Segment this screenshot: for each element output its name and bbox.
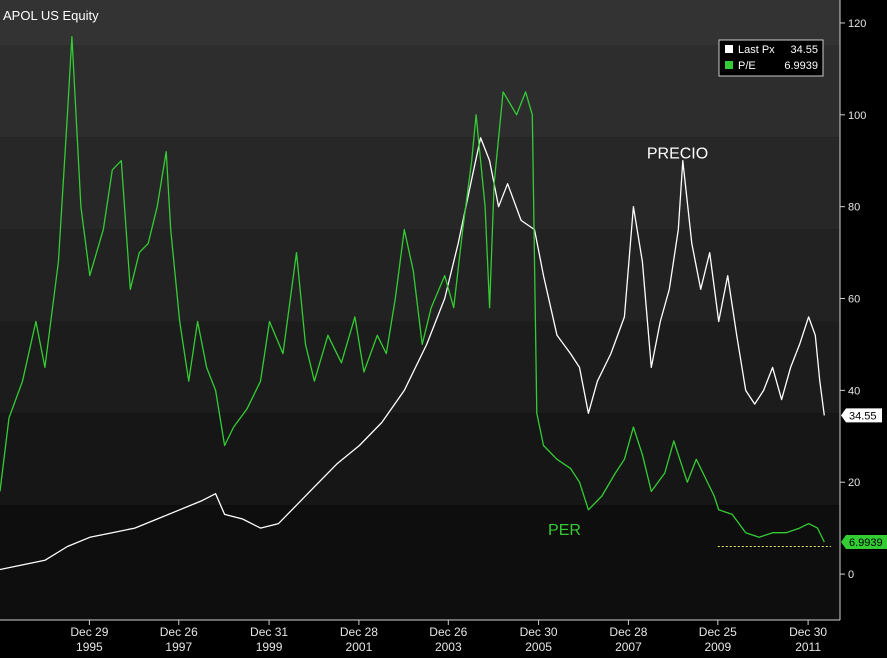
x-tick-label-year: 1999 [256, 640, 283, 654]
background-band [0, 505, 840, 620]
background-band [0, 321, 840, 414]
legend-box [718, 39, 824, 77]
background-band [0, 137, 840, 230]
x-tick-label-year: 1997 [165, 640, 192, 654]
y-tick-label: 100 [848, 110, 866, 122]
series-line-last-px [0, 137, 825, 571]
annotation-precio: PRECIO [647, 145, 708, 162]
last-value-badges: 34.55 6.9939 [841, 408, 887, 549]
x-tick-label-year: 2003 [435, 640, 462, 654]
x-tick-label-year: 2011 [795, 640, 821, 654]
last-value-badge-text: 34.55 [849, 410, 877, 422]
background-band [0, 0, 840, 46]
last-value-badge-text: 6.9939 [849, 537, 883, 549]
x-tick-label-date: Dec 30 [520, 625, 558, 639]
x-tick-label-year: 2005 [525, 640, 552, 654]
y-tick-label: 20 [848, 477, 860, 489]
legend-value-pe: 6.9939 [784, 60, 818, 72]
annotations: PRECIO PER [548, 145, 708, 539]
x-tick-label-year: 2009 [704, 640, 731, 654]
x-tick-label-date: Dec 29 [70, 625, 108, 639]
y-tick-label: 0 [848, 569, 854, 581]
background-band [0, 45, 840, 138]
x-tick-label-year: 2007 [615, 640, 642, 654]
background-bands [0, 0, 840, 620]
last-value-badge [841, 408, 882, 423]
x-tick-label-date: Dec 26 [429, 625, 467, 639]
x-tick-label-date: Dec 28 [609, 625, 647, 639]
annotation-per: PER [548, 522, 581, 539]
x-tick-label-date: Dec 28 [340, 625, 378, 639]
x-tick-label-date: Dec 26 [160, 625, 198, 639]
x-tick-label-date: Dec 30 [789, 625, 827, 639]
x-tick-label-date: Dec 31 [250, 625, 288, 639]
y-tick-label: 60 [848, 294, 860, 306]
x-tick-label-year: 2001 [346, 640, 373, 654]
legend-swatch-last-px [725, 45, 733, 53]
legend-label-last-px: Last Px [738, 44, 775, 56]
y-axis-ticks: 0 20 40 60 80 100 120 [840, 18, 866, 581]
legend-label-pe: P/E [738, 60, 756, 72]
chart-title: APOL US Equity [3, 8, 99, 23]
last-value-badge [841, 534, 887, 549]
x-tick-label-date: Dec 25 [699, 625, 737, 639]
legend-swatch-pe [725, 61, 733, 69]
background-band [0, 229, 840, 322]
legend-value-last-px: 34.55 [790, 44, 818, 56]
y-tick-label: 80 [848, 202, 860, 214]
y-tick-label: 40 [848, 385, 860, 397]
legend: Last Px 34.55 P/E 6.9939 [718, 39, 824, 77]
x-tick-label-year: 1995 [76, 640, 103, 654]
series-line-pe [0, 36, 825, 543]
background-band [0, 413, 840, 506]
y-tick-label: 120 [848, 18, 866, 30]
series-lines [0, 36, 825, 571]
